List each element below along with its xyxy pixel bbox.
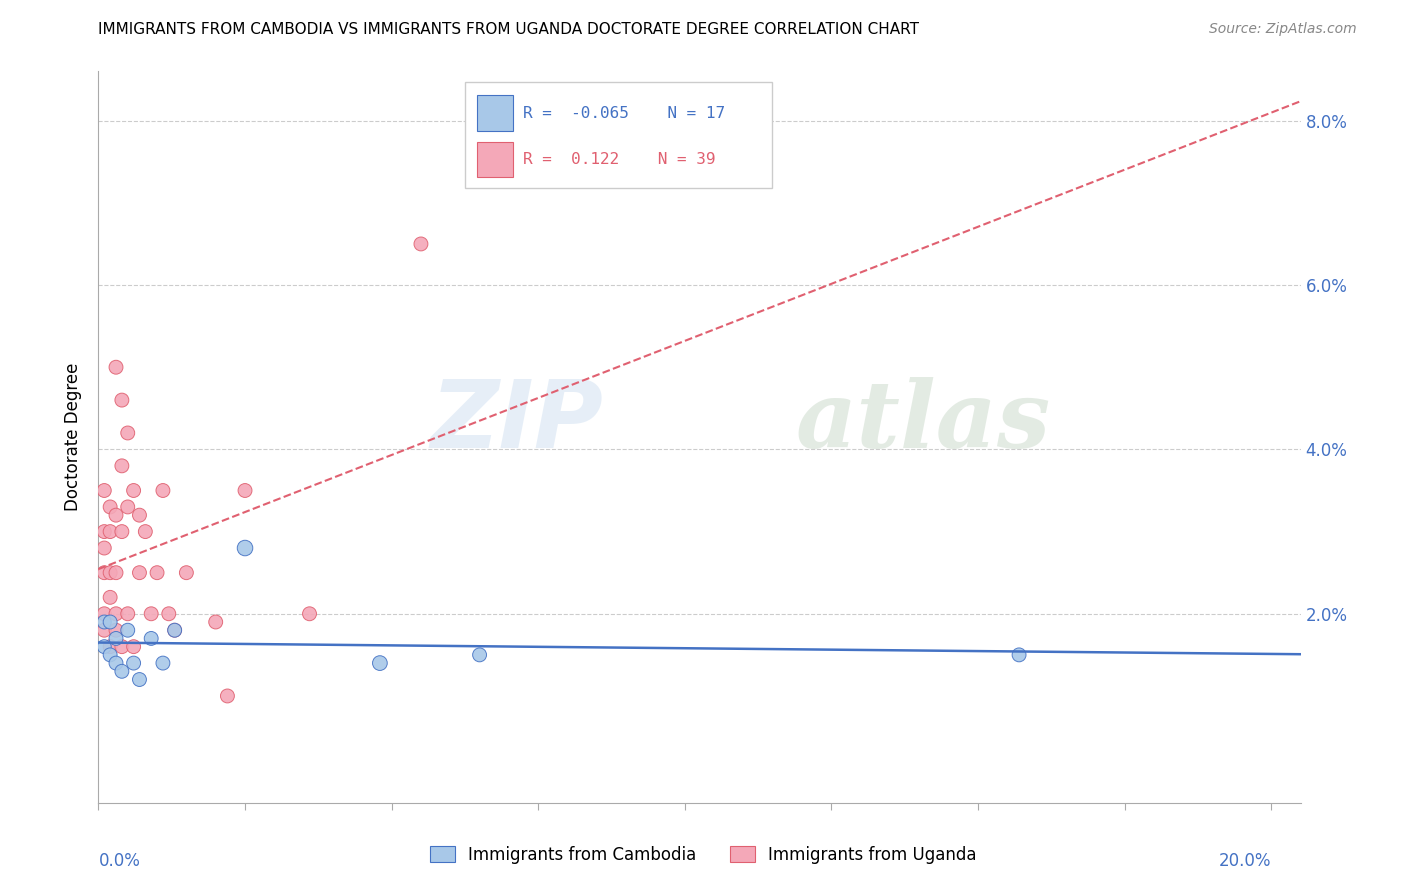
Point bbox=[233, 483, 256, 498]
Point bbox=[128, 508, 150, 523]
Point bbox=[152, 656, 174, 670]
Text: 0.0%: 0.0% bbox=[98, 852, 141, 870]
Point bbox=[468, 648, 491, 662]
Point bbox=[368, 656, 391, 670]
Point bbox=[117, 607, 139, 621]
Point bbox=[111, 665, 134, 679]
Text: IMMIGRANTS FROM CAMBODIA VS IMMIGRANTS FROM UGANDA DOCTORATE DEGREE CORRELATION : IMMIGRANTS FROM CAMBODIA VS IMMIGRANTS F… bbox=[98, 22, 920, 37]
Point bbox=[157, 607, 180, 621]
Point bbox=[122, 656, 145, 670]
Point bbox=[105, 656, 128, 670]
Point bbox=[111, 393, 134, 408]
Point bbox=[134, 524, 156, 539]
Point bbox=[105, 508, 128, 523]
Text: ZIP: ZIP bbox=[430, 376, 603, 468]
Point bbox=[1008, 648, 1031, 662]
Point bbox=[93, 607, 115, 621]
Point bbox=[105, 360, 128, 375]
Point bbox=[98, 524, 121, 539]
FancyBboxPatch shape bbox=[477, 142, 513, 177]
Point bbox=[105, 624, 128, 638]
Point bbox=[105, 607, 128, 621]
Point bbox=[128, 673, 150, 687]
Point bbox=[204, 615, 226, 629]
Text: Source: ZipAtlas.com: Source: ZipAtlas.com bbox=[1209, 22, 1357, 37]
Text: R =  0.122    N = 39: R = 0.122 N = 39 bbox=[523, 152, 716, 167]
Point bbox=[105, 566, 128, 580]
Point bbox=[111, 640, 134, 654]
Point bbox=[217, 689, 239, 703]
Point bbox=[98, 566, 121, 580]
Point bbox=[409, 236, 432, 251]
Text: R =  -0.065    N = 17: R = -0.065 N = 17 bbox=[523, 105, 725, 120]
Y-axis label: Doctorate Degree: Doctorate Degree bbox=[65, 363, 83, 511]
Point bbox=[98, 648, 121, 662]
Legend: Immigrants from Cambodia, Immigrants from Uganda: Immigrants from Cambodia, Immigrants fro… bbox=[423, 839, 983, 871]
Point bbox=[163, 624, 186, 638]
Point bbox=[98, 640, 121, 654]
Point bbox=[117, 500, 139, 514]
Point bbox=[93, 615, 115, 629]
Point bbox=[298, 607, 321, 621]
Point bbox=[233, 541, 256, 555]
Point bbox=[176, 566, 198, 580]
FancyBboxPatch shape bbox=[477, 95, 513, 130]
Point bbox=[93, 624, 115, 638]
Point bbox=[122, 483, 145, 498]
Point bbox=[117, 425, 139, 440]
Point bbox=[93, 483, 115, 498]
Point bbox=[122, 640, 145, 654]
Point bbox=[141, 607, 163, 621]
Point bbox=[98, 500, 121, 514]
Point bbox=[128, 566, 150, 580]
Point bbox=[98, 615, 121, 629]
Text: atlas: atlas bbox=[796, 377, 1050, 467]
Point bbox=[111, 458, 134, 473]
Text: 20.0%: 20.0% bbox=[1219, 852, 1271, 870]
Point bbox=[152, 483, 174, 498]
FancyBboxPatch shape bbox=[465, 82, 772, 188]
Point bbox=[93, 566, 115, 580]
Point bbox=[93, 524, 115, 539]
Point bbox=[98, 591, 121, 605]
Point bbox=[163, 624, 186, 638]
Point bbox=[105, 632, 128, 646]
Point bbox=[93, 541, 115, 555]
Point bbox=[93, 640, 115, 654]
Point bbox=[111, 524, 134, 539]
Point bbox=[141, 632, 163, 646]
Point bbox=[117, 624, 139, 638]
Point bbox=[146, 566, 169, 580]
